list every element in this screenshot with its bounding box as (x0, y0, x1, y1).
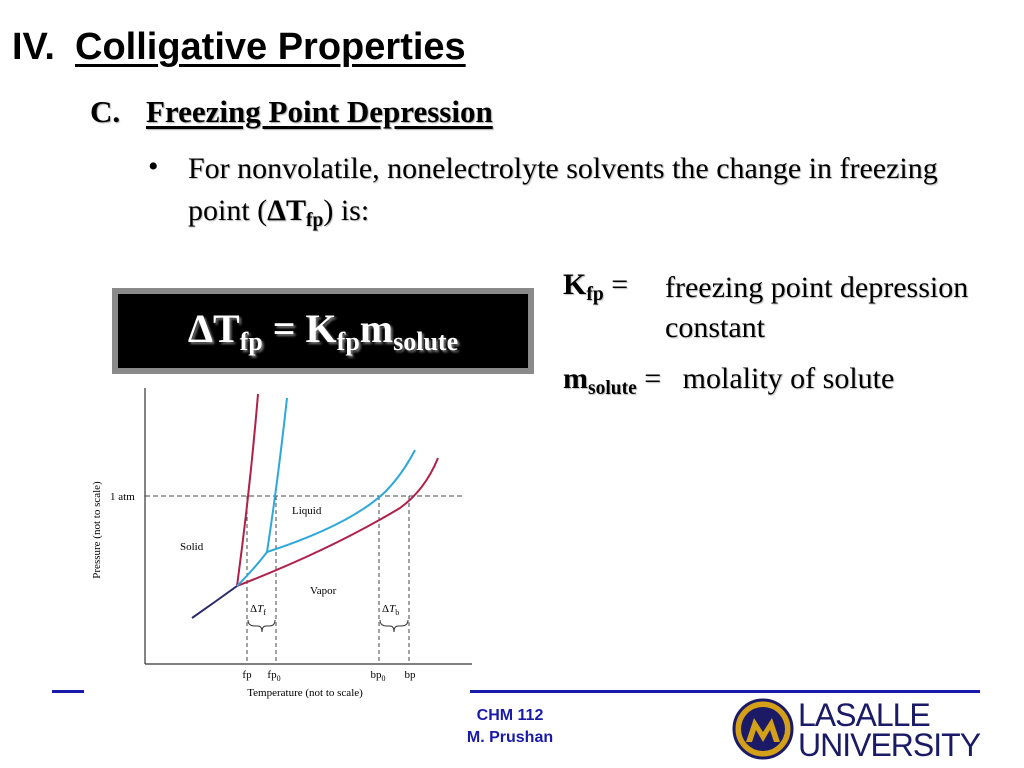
tick-bp0-main: bp (371, 669, 383, 681)
bullet-marker: • (148, 150, 159, 183)
tick-fp0-sub: 0 (277, 674, 281, 683)
equation-box: ΔTfp = Kfpmsolute (112, 288, 534, 374)
eq-k-sub: fp (336, 326, 360, 356)
def-kfp-meaning-line1: freezing point depression (665, 271, 969, 304)
footer-text: CHM 112 M. Prushan (440, 705, 580, 749)
footer-bar-right (470, 690, 980, 693)
solution-vapor-curve (236, 457, 439, 587)
eq-m-sub: solute (393, 326, 459, 356)
def-m-equals: = (636, 362, 662, 395)
solvent-melting-curve (266, 397, 288, 553)
region-liquid-label: Liquid (292, 505, 322, 517)
x-axis-label: Temperature (not to scale) (247, 687, 363, 699)
def-m-sub: solute (588, 377, 637, 399)
def-kfp-symbol: K (563, 268, 587, 301)
phase-diagram: Pressure (not to scale) Temperature (not… (91, 388, 472, 699)
bullet-delta-t: ΔT (267, 194, 306, 227)
eq-m: m (359, 306, 394, 351)
sublimation-curve (191, 585, 238, 619)
definition-kfp: Kfp = (563, 268, 693, 306)
region-solid-label: Solid (180, 541, 204, 553)
university-name: LASALLE UNIVERSITY (798, 697, 981, 763)
slide-title: Colligative Properties (75, 26, 466, 68)
footer-course: CHM 112 (476, 707, 544, 724)
eq-fp-sub: fp (239, 326, 263, 356)
region-vapor-label: Vapor (310, 585, 337, 597)
delta-tb-label: ΔTb (382, 603, 399, 617)
university-seal-icon (732, 698, 794, 760)
def-kfp-equals: = (603, 268, 629, 301)
delta-tf-t: T (257, 603, 264, 615)
logo-line2: UNIVERSITY (798, 727, 981, 763)
eq-delta-t: ΔT (187, 306, 240, 351)
equation: ΔTfp = Kfpmsolute (118, 294, 528, 368)
def-m-meaning: molality of solute (682, 362, 895, 395)
solvent-vapor-curve (266, 449, 416, 553)
solvent-sv-curve (236, 551, 268, 587)
eq-k: K (305, 306, 337, 351)
delta-tf-delta: Δ (250, 603, 257, 615)
delta-tb-brace (379, 619, 409, 633)
footer-author: M. Prushan (466, 729, 554, 746)
y-axis-label: Pressure (not to scale) (91, 481, 103, 579)
def-m-symbol: m (563, 362, 588, 395)
delta-tf-label: ΔTf (250, 603, 266, 617)
def-kfp-meaning-line2: constant (665, 311, 765, 344)
delta-tb-sub: b (395, 608, 399, 617)
bullet-text: For nonvolatile, nonelectrolyte solvents… (188, 148, 968, 242)
delta-tb-t: T (389, 603, 396, 615)
tick-fp0-main: fp (267, 669, 277, 681)
tick-bp0-sub: 0 (382, 674, 386, 683)
section-number: IV. (12, 26, 55, 68)
definition-kfp-meaning: freezing point depression constant (665, 268, 1020, 348)
definition-msolute: msolute = molality of solute (563, 362, 894, 400)
subsection-letter: C. (90, 94, 121, 129)
logo-line1: LASALLE (798, 697, 931, 733)
delta-tb-delta: Δ (382, 603, 389, 615)
tick-bp: bp (405, 669, 417, 681)
delta-tf-sub: f (263, 608, 266, 617)
bullet-text-after: ) is: (323, 194, 370, 227)
tick-fp: fp (242, 669, 252, 681)
eq-equals: = (262, 306, 306, 351)
bullet-text-before: For nonvolatile, nonelectrolyte solvents… (188, 152, 938, 227)
tick-bp0: bp0 (371, 669, 386, 683)
delta-tf-brace (247, 619, 276, 633)
solution-melting-curve (236, 393, 259, 587)
atm-label: 1 atm (110, 491, 135, 503)
bullet-fp-sub: fp (306, 209, 324, 231)
subsection-title: Freezing Point Depression (146, 94, 493, 129)
def-kfp-sub: fp (586, 283, 604, 305)
tick-fp0: fp0 (267, 669, 280, 683)
footer-bar-left (52, 690, 84, 693)
